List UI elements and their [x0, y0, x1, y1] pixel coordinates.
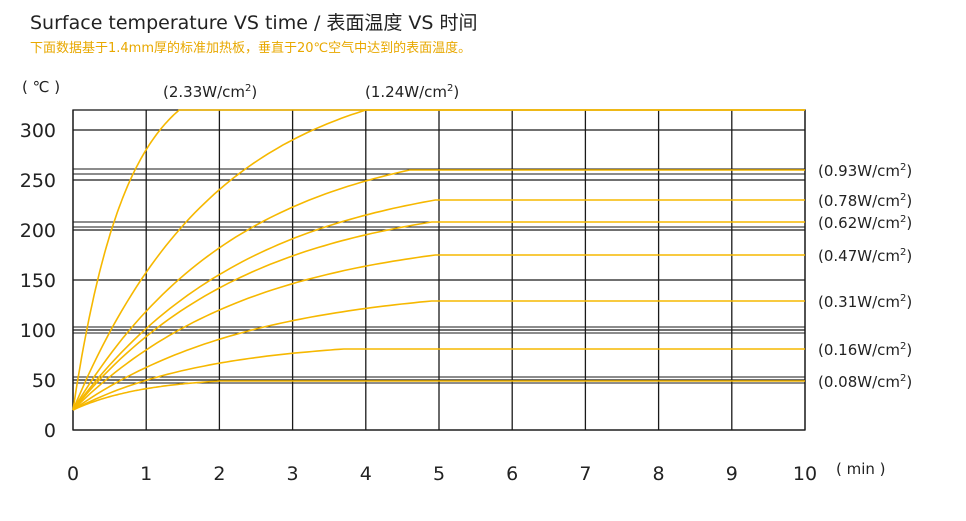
series-curve: [72, 199, 805, 411]
x-tick-label: 0: [67, 463, 79, 485]
series-curve: [72, 169, 805, 411]
y-tick-label: 300: [20, 120, 56, 142]
series-curve: [72, 254, 805, 411]
x-tick-label: 10: [793, 463, 817, 485]
series-label: (0.08W/cm2): [818, 373, 912, 391]
series-curve: [72, 109, 805, 411]
x-tick-label: 8: [653, 463, 665, 485]
series-curve: [72, 109, 805, 411]
series-label: (0.62W/cm2): [818, 214, 912, 232]
y-tick-label: 200: [20, 220, 56, 242]
x-tick-label: 5: [433, 463, 445, 485]
series-curve: [72, 348, 805, 411]
label-layer: 0 50 100 150 200 250 300 0 1 2 3 4 5 6 7 8 9 10 ( ℃ ) ( min…: [20, 78, 913, 485]
grid-layer: [72, 109, 806, 431]
y-tick-label: 150: [20, 270, 56, 292]
series-label: (0.93W/cm2): [818, 162, 912, 180]
y-tick-label: 50: [32, 370, 56, 392]
chart-title: Surface temperature VS time / 表面温度 VS 时间: [30, 12, 478, 34]
series-curve: [72, 221, 805, 411]
x-tick-label: 7: [579, 463, 591, 485]
y-tick-label: 250: [20, 170, 56, 192]
series-label: (0.31W/cm2): [818, 293, 912, 311]
x-tick-label: 9: [726, 463, 738, 485]
curve-layer: [72, 109, 805, 411]
series-label: (2.33W/cm2): [163, 83, 257, 101]
x-tick-label: 2: [213, 463, 225, 485]
series-label: (0.78W/cm2): [818, 192, 912, 210]
x-tick-label: 4: [360, 463, 372, 485]
x-axis-label: ( min ): [836, 460, 886, 478]
chart-subtitle: 下面数据基于1.4mm厚的标准加热板，垂直于20℃空气中达到的表面温度。: [30, 41, 472, 56]
series-label: (0.16W/cm2): [818, 341, 912, 359]
series-curve: [72, 300, 805, 411]
x-tick-label: 1: [140, 463, 152, 485]
series-curve: [72, 380, 805, 411]
y-tick-label: 0: [44, 420, 56, 442]
series-label: (0.47W/cm2): [818, 247, 912, 265]
y-tick-label: 100: [20, 320, 56, 342]
x-tick-label: 3: [287, 463, 299, 485]
x-tick-label: 6: [506, 463, 518, 485]
series-label: (1.24W/cm2): [365, 83, 459, 101]
y-axis-label: ( ℃ ): [22, 78, 60, 96]
